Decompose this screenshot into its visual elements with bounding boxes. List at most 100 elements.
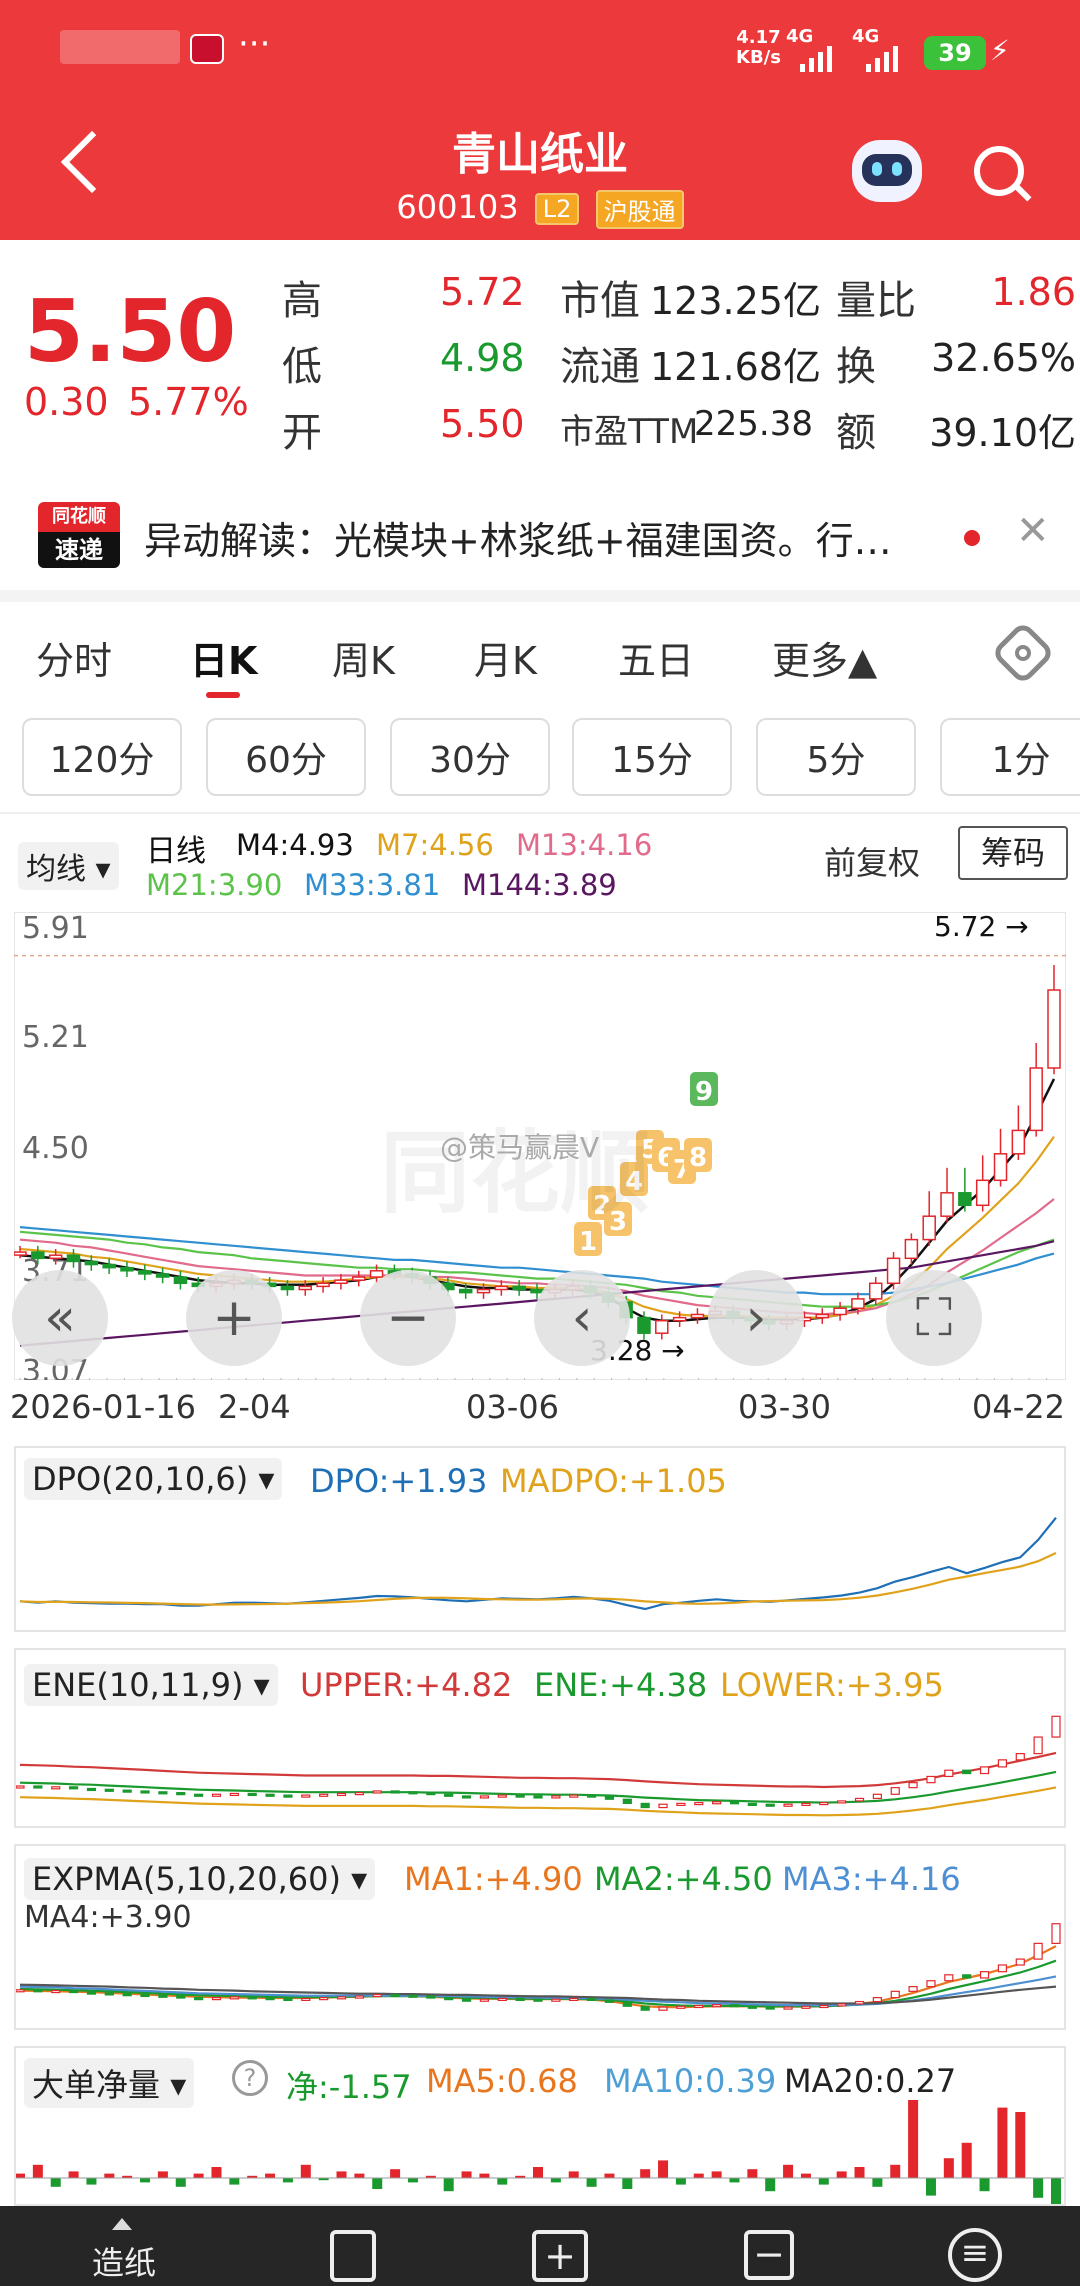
period-5[interactable]: 5分 — [756, 718, 916, 796]
mini-candle — [1051, 1923, 1061, 1944]
period-15[interactable]: 15分 — [572, 718, 732, 796]
mini-candle — [461, 1795, 472, 1799]
period-1[interactable]: 1分 — [940, 718, 1080, 796]
mini-candle — [712, 2004, 722, 2008]
mini-candle — [783, 1803, 793, 1807]
net-volume-bar — [943, 2158, 954, 2178]
mini-candle — [551, 1795, 561, 1799]
indicator-line — [19, 1551, 1057, 1606]
net-volume-bar — [908, 2100, 919, 2178]
indicator-line — [19, 1770, 1057, 1804]
ene-dropdown[interactable]: ENE(10,11,9) ▾ — [24, 1664, 278, 1706]
net2-label: 4G — [852, 26, 880, 47]
mini-candle — [497, 1794, 507, 1798]
bottom-toolbar: 造纸 + − ≡ — [0, 2206, 1080, 2286]
bigorder-panel[interactable] — [14, 2046, 1066, 2206]
zoom-in-icon[interactable]: + — [186, 1270, 282, 1366]
dpo-dropdown[interactable]: DPO(20,10,6) ▾ — [24, 1458, 283, 1500]
net-volume-bar — [568, 2171, 579, 2178]
step-left-icon[interactable]: ‹ — [534, 1270, 630, 1366]
signal1-icon — [800, 46, 836, 72]
mktcap-value: 123.25亿 — [650, 279, 821, 323]
ene-panel[interactable] — [14, 1648, 1066, 1828]
dpo-panel[interactable] — [14, 1446, 1066, 1632]
close-icon[interactable]: ✕ — [1016, 508, 1050, 554]
robot-assistant-icon[interactable] — [852, 140, 922, 202]
step-right-icon[interactable]: › — [708, 1270, 804, 1366]
mini-candle — [854, 1797, 865, 1802]
net-volume-bar — [818, 2178, 829, 2185]
dpo-chart — [19, 1517, 1057, 1611]
marker-number: 1 — [579, 1227, 597, 1257]
mini-candle — [997, 1964, 1008, 1973]
tab-fiveday[interactable]: 五日 — [618, 639, 695, 683]
scroll-left-icon[interactable]: « — [12, 1270, 108, 1366]
net-volume-bar — [68, 2171, 79, 2178]
candle — [31, 1251, 45, 1260]
mini-candle — [301, 1997, 311, 2002]
mini-candle — [551, 1998, 561, 2002]
settings-icon[interactable] — [990, 620, 1056, 686]
mini-candle — [86, 1991, 97, 1995]
net-volume-bar — [854, 2167, 865, 2178]
adjust-mode[interactable]: 前复权 — [824, 844, 921, 882]
mini-candle — [801, 1802, 811, 1807]
stock-code-row: 600103 L2 沪股通 — [0, 188, 1080, 229]
mini-candle — [301, 1794, 311, 1798]
industry-tab[interactable]: 造纸 — [92, 2244, 157, 2282]
net-volume-bar — [979, 2178, 990, 2192]
search-icon[interactable] — [974, 146, 1032, 202]
period-60[interactable]: 60分 — [206, 718, 366, 796]
expma-dropdown[interactable]: EXPMA(5,10,20,60) ▾ — [24, 1858, 376, 1900]
marker-number: 8 — [689, 1143, 707, 1173]
net-volume-bar — [425, 2175, 436, 2178]
mini-candle — [354, 1792, 364, 1796]
tab-monthly[interactable]: 月K — [474, 639, 537, 683]
x-tick: 2-04 — [218, 1388, 291, 1426]
tab-weekly[interactable]: 周K — [332, 639, 395, 683]
price-change-pct: 5.77% — [128, 380, 249, 424]
expma-ma3: MA3:+4.16 — [782, 1860, 961, 1898]
expma-panel[interactable] — [14, 1844, 1066, 2030]
candle — [958, 1192, 972, 1207]
hgt-badge[interactable]: 沪股通 — [595, 189, 684, 229]
add-watchlist-icon[interactable]: + — [532, 2230, 588, 2282]
divider — [0, 590, 1080, 602]
news-text[interactable]: 异动解读：光模块+林浆纸+福建国资。行… — [144, 519, 892, 563]
mini-candle — [729, 2004, 740, 2008]
chips-button[interactable]: 筹码 — [958, 826, 1068, 880]
marker-bg — [574, 1222, 602, 1256]
fullscreen-icon[interactable]: ⛶ — [886, 1270, 982, 1366]
mini-candle — [247, 1792, 257, 1797]
notes-icon[interactable] — [330, 2230, 376, 2282]
mini-candle — [569, 1794, 579, 1798]
candle — [102, 1263, 116, 1269]
news-bar[interactable]: 同花顺 速递 异动解读：光模块+林浆纸+福建国资。行… ✕ — [0, 478, 1080, 588]
madpo-value: MADPO:+1.05 — [500, 1462, 727, 1500]
active-tab-indicator — [206, 692, 240, 698]
ene-lower: LOWER:+3.95 — [720, 1666, 944, 1704]
tab-more[interactable]: 更多▲ — [772, 639, 878, 683]
net-volume-bar — [497, 2178, 508, 2185]
period-30[interactable]: 30分 — [390, 718, 550, 796]
bigorder-dropdown[interactable]: 大单净量 ▾ — [24, 2058, 195, 2108]
candle — [316, 1282, 330, 1288]
l2-badge[interactable]: L2 — [534, 193, 580, 225]
menu-icon[interactable]: ≡ — [948, 2228, 1002, 2282]
tab-intraday[interactable]: 分时 — [36, 639, 113, 683]
kline-chart[interactable]: 5.915.214.503.713.075.72 →3.28 →12345678… — [14, 912, 1066, 1380]
period-120[interactable]: 120分 — [22, 718, 182, 796]
ma-line-type: 日线 — [146, 834, 206, 869]
tab-daily[interactable]: 日K — [190, 639, 258, 683]
help-icon[interactable]: ? — [232, 2060, 268, 2096]
indicator-line — [19, 1751, 1057, 1789]
mini-candle — [997, 1759, 1008, 1768]
mini-candle — [747, 1802, 757, 1807]
low-label: 低 — [282, 344, 322, 390]
zoom-out-icon[interactable]: − — [360, 1270, 456, 1366]
candle — [334, 1279, 348, 1285]
mini-candle — [479, 1795, 490, 1799]
bigorder-chart — [16, 2100, 1064, 2204]
remove-icon[interactable]: − — [744, 2230, 794, 2280]
ma-dropdown[interactable]: 均线 ▾ — [18, 842, 119, 890]
